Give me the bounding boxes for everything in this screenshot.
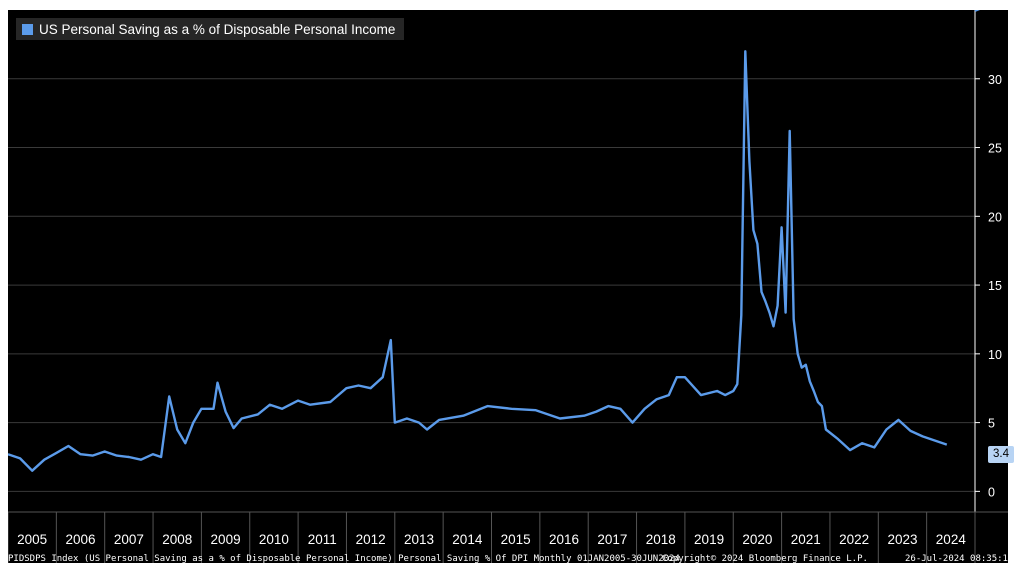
x-tick-label: 2007 xyxy=(114,532,144,547)
x-tick-label: 2008 xyxy=(162,532,192,547)
y-tick-label: 15 xyxy=(988,279,1002,293)
x-tick-label: 2016 xyxy=(549,532,579,547)
footer-description: PIDSDPS Index (US Personal Saving as a %… xyxy=(8,554,680,564)
x-tick-label: 2006 xyxy=(66,532,96,547)
y-tick-label: 5 xyxy=(988,417,995,431)
y-tick-label: 0 xyxy=(988,485,995,499)
chart-frame: 0 5 10 15 20 25 30 2005 2006 2007 2008 2009 2010 2011… xyxy=(8,10,1014,563)
axis-accent xyxy=(974,10,980,12)
x-tick-label: 2010 xyxy=(259,532,289,547)
x-tick-label: 2023 xyxy=(887,532,917,547)
y-tick-label: 25 xyxy=(988,142,1002,156)
x-tick-label: 2022 xyxy=(839,532,869,547)
legend-swatch xyxy=(22,23,33,35)
footer-timestamp: 26-Jul-2024 08:35:14 xyxy=(905,554,1014,564)
legend-label: US Personal Saving as a % of Disposable … xyxy=(39,21,396,37)
y-tick-label: 20 xyxy=(988,210,1002,224)
x-tick-label: 2005 xyxy=(17,532,47,547)
x-tick-label: 2014 xyxy=(452,532,483,547)
last-value-badge: 3.4 xyxy=(988,446,1014,463)
line-chart: 0 5 10 15 20 25 30 2005 2006 2007 2008 2009 2010 2011… xyxy=(8,10,1008,563)
x-tick-label: 2024 xyxy=(936,532,967,547)
y-tick-label: 10 xyxy=(988,348,1002,362)
legend: US Personal Saving as a % of Disposable … xyxy=(16,18,405,40)
x-tick-label: 2018 xyxy=(646,532,676,547)
series-line xyxy=(8,50,948,472)
x-tick-label: 2017 xyxy=(597,532,627,547)
x-tick-label: 2019 xyxy=(694,532,724,547)
x-tick-label: 2015 xyxy=(501,532,531,547)
x-tick-label: 2020 xyxy=(742,532,772,547)
x-tick-label: 2013 xyxy=(404,532,434,547)
x-tick-label: 2009 xyxy=(211,532,241,547)
y-tick-label: 30 xyxy=(988,73,1002,87)
x-tick-label: 2012 xyxy=(356,532,386,547)
x-tick-label: 2021 xyxy=(791,532,821,547)
x-tick-label: 2011 xyxy=(308,532,337,547)
footer-copyright: Copyright© 2024 Bloomberg Finance L.P. xyxy=(662,554,868,564)
